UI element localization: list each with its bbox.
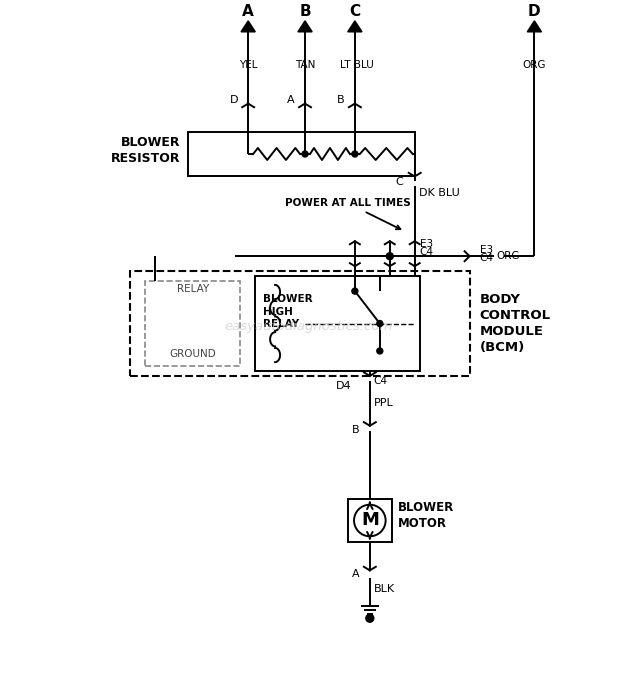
Text: GROUND: GROUND [169,349,216,359]
Polygon shape [348,21,362,32]
Text: A: A [352,569,360,580]
Circle shape [302,151,308,157]
Circle shape [377,348,383,354]
Text: BLK: BLK [374,584,395,594]
Bar [255,276,420,371]
Text: E3: E3 [420,239,433,249]
Text: TAN: TAN [295,60,315,70]
Text: C4: C4 [420,247,434,257]
Polygon shape [241,21,255,32]
Bar [145,281,240,366]
Text: easyautodiagnostics.com: easyautodiagnostics.com [225,319,393,332]
Circle shape [366,614,374,622]
Text: B: B [352,425,360,435]
Text: D: D [528,4,541,19]
Text: BODY
CONTROL
MODULE
(BCM): BODY CONTROL MODULE (BCM) [480,293,551,354]
Polygon shape [298,21,312,32]
Circle shape [352,151,358,157]
Text: C: C [349,4,360,19]
Text: POWER AT ALL TIMES: POWER AT ALL TIMES [285,198,411,229]
Circle shape [386,253,393,260]
Circle shape [377,321,383,326]
Text: C4: C4 [480,253,494,263]
Circle shape [354,505,386,536]
Text: DK BLU: DK BLU [419,188,459,198]
Text: RELAY: RELAY [177,284,209,294]
Bar [188,132,415,176]
Text: B: B [299,4,311,19]
Text: BLOWER
MOTOR: BLOWER MOTOR [398,501,454,530]
Text: ORG: ORG [496,251,520,261]
Polygon shape [527,21,541,32]
Text: BLOWER
HIGH
RELAY: BLOWER HIGH RELAY [263,294,313,329]
Text: E3: E3 [480,245,493,255]
Text: A: A [287,94,295,104]
Text: LT BLU: LT BLU [340,60,374,70]
Text: BLOWER
RESISTOR: BLOWER RESISTOR [111,136,180,164]
Text: D4: D4 [336,381,352,391]
Bar [348,498,392,542]
Text: M: M [361,512,379,529]
Circle shape [352,288,358,294]
Text: B: B [337,94,345,104]
Text: A: A [242,4,254,19]
Text: D: D [230,94,239,104]
Text: C: C [395,177,403,188]
Bar [130,271,470,376]
Text: C4: C4 [374,376,388,386]
Text: ORG: ORG [523,60,546,70]
Text: PPL: PPL [374,398,394,408]
Text: YEL: YEL [239,60,258,70]
